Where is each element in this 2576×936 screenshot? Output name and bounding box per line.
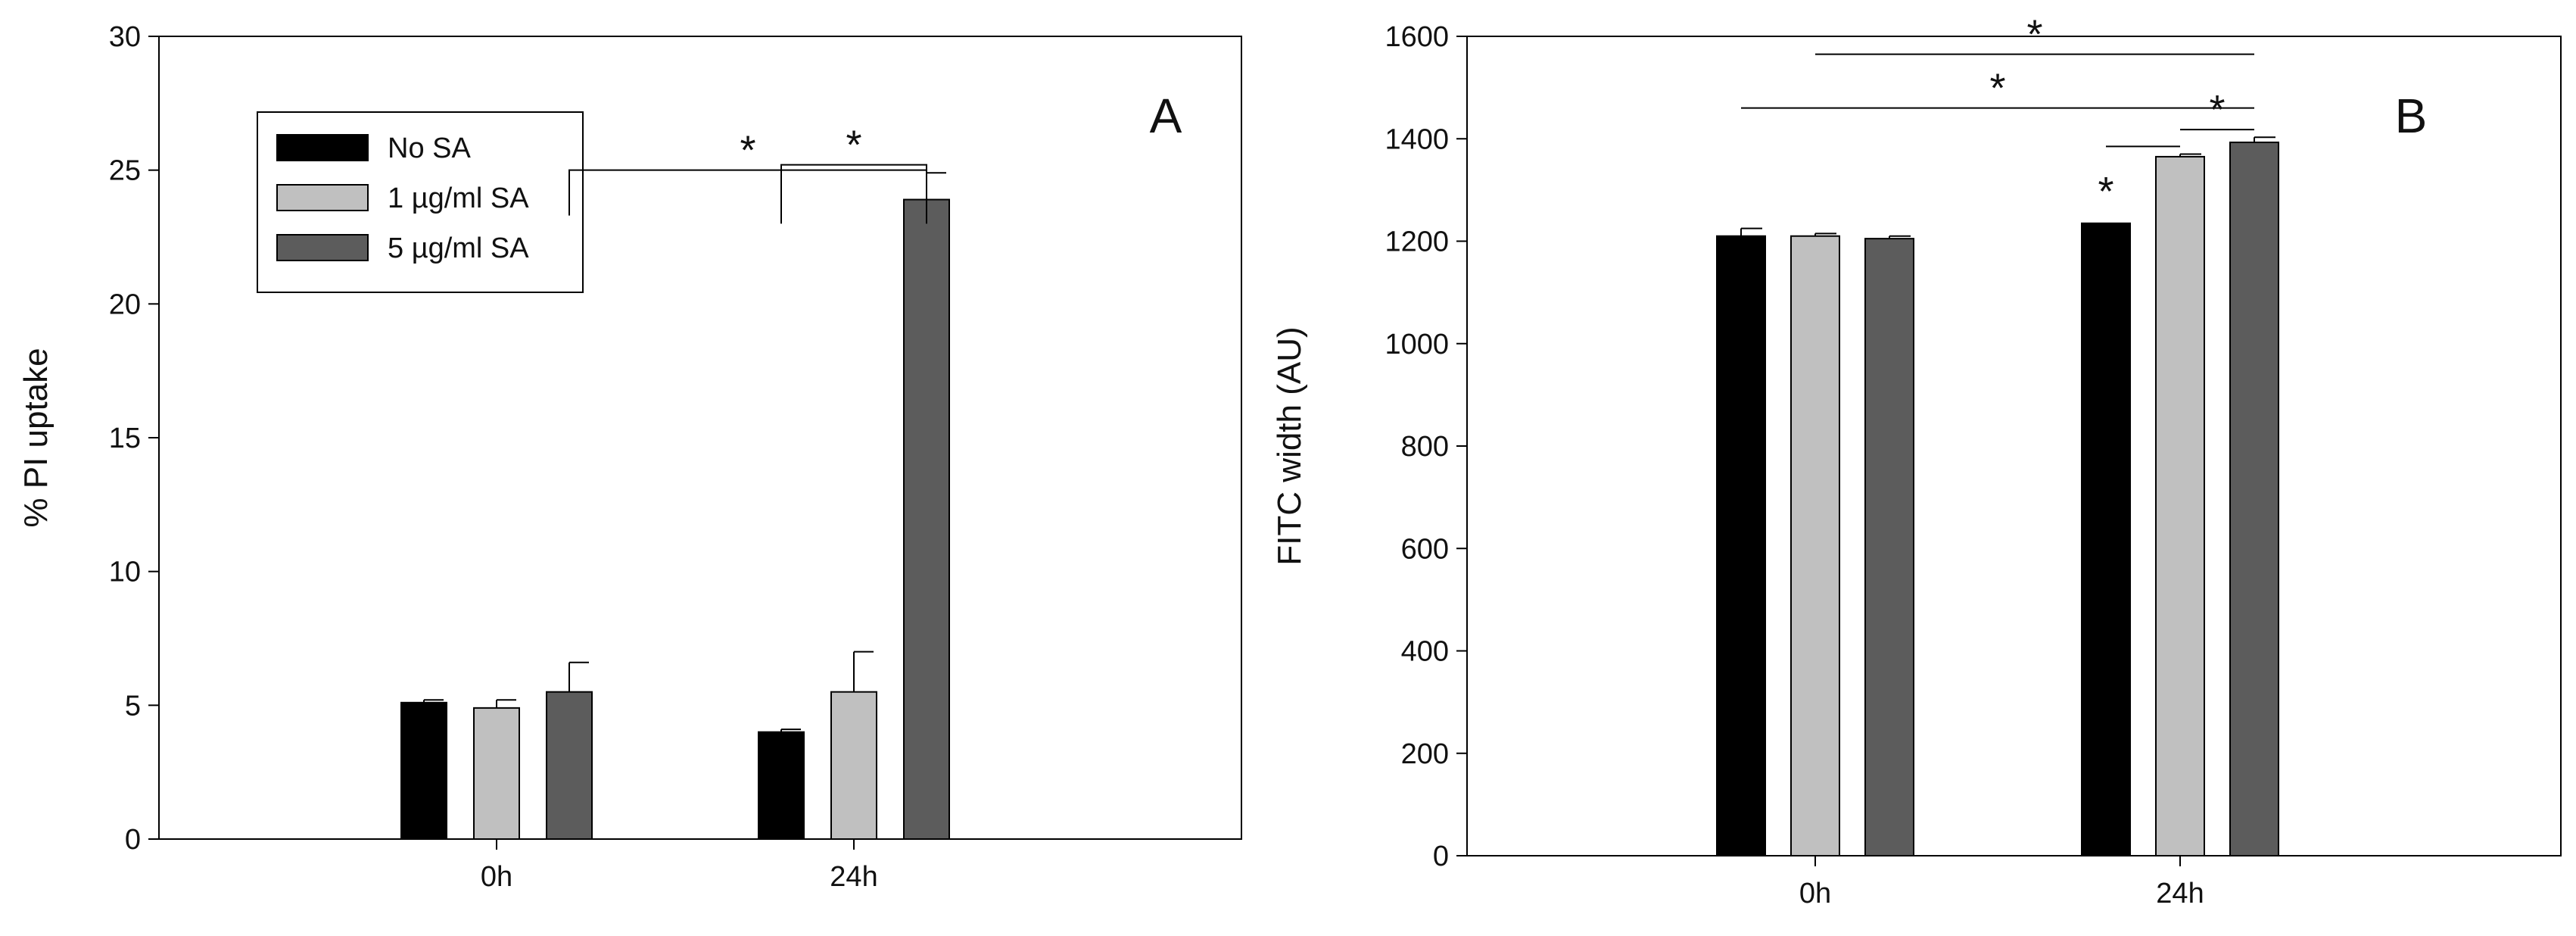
panel-a-y-tick-label: 15	[109, 423, 141, 454]
panel-a-y-axis-title: % PI uptake	[17, 348, 55, 527]
panel-a-bar-no-sa-0h	[400, 701, 447, 840]
panel-b-y-tick-label: 1600	[1385, 21, 1449, 53]
panel-a-significance-star: *	[846, 123, 861, 168]
panel-a-legend-swatch-5-g-ml-sa	[276, 234, 369, 261]
panel-a-legend-label-5-g-ml-sa: 5 µg/ml SA	[388, 232, 529, 264]
panel-b-y-tick-label: 1000	[1385, 329, 1449, 360]
panel-a-x-tick-label: 24h	[830, 861, 877, 893]
panel-a-legend-label-1-g-ml-sa: 1 µg/ml SA	[388, 183, 529, 214]
panel-a-y-tick-label: 5	[125, 690, 141, 722]
panel-a-bar-1-g-ml-sa-24h	[830, 691, 877, 841]
panel-b-y-tick-label: 0	[1433, 841, 1449, 872]
panel-b-y-tick-label: 1400	[1385, 123, 1449, 155]
panel-b-y-tick-label: 1200	[1385, 226, 1449, 258]
panel-b-bar-no-sa-0h	[1716, 235, 1766, 856]
panel-b-bar-5-g-ml-sa-0h	[1864, 238, 1914, 856]
panel-a-bar-no-sa-24h	[758, 731, 805, 841]
panel-b-significance-star: *	[2026, 12, 2042, 58]
panel-b-significance-star: *	[1989, 66, 2005, 111]
panel-a-y-tick-label: 20	[109, 289, 141, 320]
panel-b-significance-star: *	[2209, 87, 2225, 133]
panel-a-bar-5-g-ml-sa-0h	[546, 691, 593, 841]
panel-a-legend-swatch-1-g-ml-sa	[276, 184, 369, 211]
panel-b-y-tick-label: 600	[1401, 533, 1449, 565]
panel-b-y-tick-label: 200	[1401, 738, 1449, 770]
panel-b-panel-letter: B	[2395, 89, 2428, 143]
panel-a-y-tick-label: 30	[109, 21, 141, 53]
panel-a-chart: 0 5 10 15 20 25 30 0h 24h % PI uptake A No SA 1 µg/m…	[17, 21, 1242, 893]
panel-a-y-tick-label: 25	[109, 155, 141, 187]
panel-b-y-axis-title: FITC width (AU)	[1271, 326, 1308, 565]
panel-b-chart: 0 200 400 600 800 1000 1200 1400 1600 0h 24h FITC w…	[1271, 12, 2562, 909]
panel-b-bar-star: *	[2098, 169, 2113, 214]
panel-b-y-tick-label: 800	[1401, 431, 1449, 463]
panel-b-bar-1-g-ml-sa-24h	[2155, 155, 2205, 856]
panel-b-bar-no-sa-24h	[2081, 222, 2131, 856]
panel-a-bar-1-g-ml-sa-0h	[473, 707, 520, 840]
panel-b-x-tick-label: 24h	[2156, 878, 2204, 909]
panel-b-bar-1-g-ml-sa-0h	[1790, 235, 1840, 856]
panel-a-legend-label-no-sa: No SA	[388, 133, 471, 164]
panel-a-x-tick-label: 0h	[481, 861, 512, 893]
panel-a-panel-letter: A	[1150, 89, 1182, 143]
panel-a-y-tick-label: 10	[109, 557, 141, 588]
panel-b-bar-5-g-ml-sa-24h	[2229, 141, 2279, 856]
panel-a-significance-bracket	[780, 164, 927, 224]
panel-a-y-tick-label: 0	[125, 824, 141, 856]
panel-b-x-tick-label: 0h	[1799, 878, 1831, 909]
panel-a-legend-swatch-no-sa	[276, 134, 369, 161]
panel-b-y-tick-label: 400	[1401, 636, 1449, 668]
panel-a-bar-5-g-ml-sa-24h	[903, 198, 950, 840]
panel-a-significance-star: *	[740, 128, 755, 173]
